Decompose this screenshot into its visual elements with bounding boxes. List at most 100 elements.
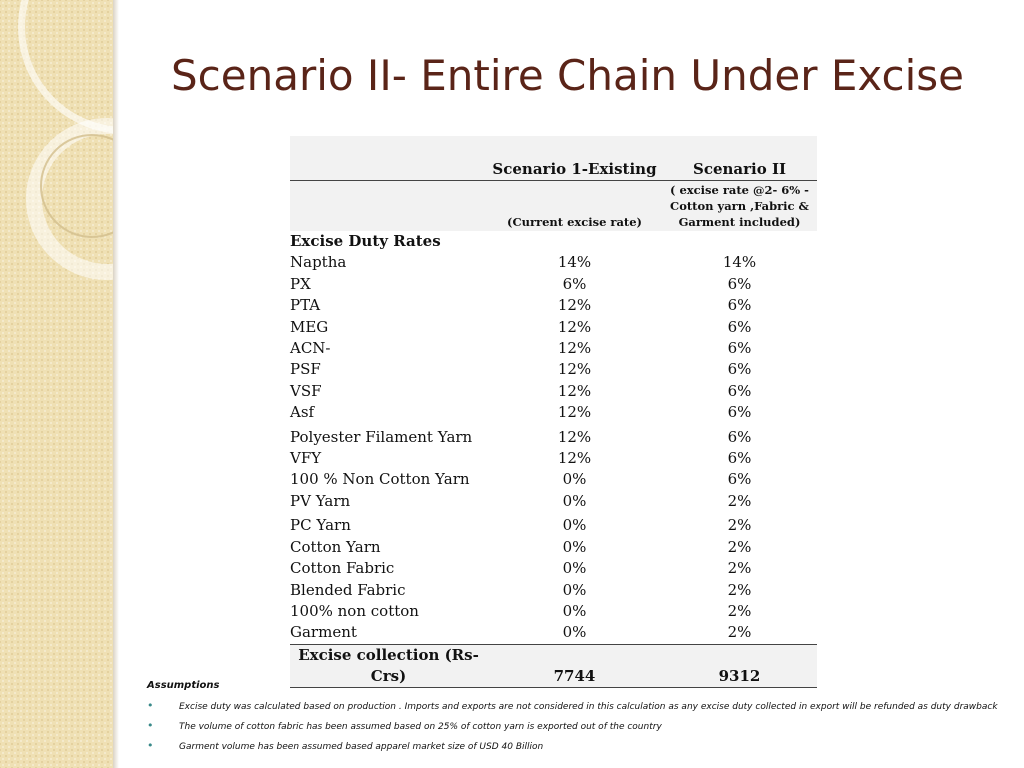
- row-scenario2-rate: 6%: [727, 317, 752, 336]
- table-subheader-row: (Current excise rate) ( excise rate @2- …: [290, 180, 817, 231]
- table-row: 100% non cotton 0% 2%: [290, 601, 817, 622]
- subheader-scenario-2: ( excise rate @2- 6% -Cotton yarn ,Fabri…: [662, 180, 817, 231]
- row-scenario2-rate: 2%: [727, 559, 752, 578]
- total-scenario-2: 9312: [662, 643, 817, 688]
- total-row: Excise collection (Rs-Crs) 7744 9312: [290, 643, 817, 688]
- assumption-item: • Excise duty was calculated based on pr…: [147, 699, 1017, 713]
- row-scenario2-rate: 6%: [727, 449, 752, 468]
- assumptions-heading: Assumptions: [147, 680, 220, 691]
- assumption-item: • The volume of cotton fabric has been a…: [147, 719, 1017, 733]
- row-item-label: Polyester Filament Yarn: [290, 427, 473, 446]
- bullet-icon: •: [147, 739, 154, 752]
- table-row: PV Yarn 0% 2%: [290, 491, 817, 512]
- row-scenario2-rate: 6%: [727, 296, 752, 315]
- row-item-label: MEG: [290, 317, 329, 336]
- section-row: Excise Duty Rates: [290, 231, 817, 252]
- total-label: Excise collection (Rs-Crs): [290, 643, 487, 688]
- row-item-label: PX: [290, 274, 311, 293]
- row-existing-rate: 12%: [557, 403, 592, 422]
- row-scenario2-rate: 6%: [727, 403, 752, 422]
- row-existing-rate: 12%: [557, 427, 592, 446]
- row-item-label: ACN-: [290, 339, 331, 358]
- table-body: Naptha 14% 14% PX 6% 6% PTA 12% 6% MEG 12% 6% ACN- 12…: [290, 252, 817, 644]
- row-existing-rate: 0%: [562, 470, 587, 489]
- row-item-label: PSF: [290, 360, 321, 379]
- row-scenario2-rate: 6%: [727, 381, 752, 400]
- row-existing-rate: 0%: [562, 537, 587, 556]
- row-item-label: Asf: [290, 403, 315, 422]
- row-scenario2-rate: 2%: [727, 516, 752, 535]
- header-empty-cell: [290, 136, 487, 181]
- row-existing-rate: 0%: [562, 516, 587, 535]
- table-row: Polyester Filament Yarn 12% 6%: [290, 424, 817, 448]
- row-item-label: Blended Fabric: [290, 580, 406, 599]
- table-row: Asf 12% 6%: [290, 402, 817, 423]
- assumption-text: Garment volume has been assumed based ap…: [179, 742, 544, 752]
- row-item-label: Naptha: [290, 253, 347, 272]
- row-existing-rate: 0%: [562, 601, 587, 620]
- row-item-label: 100 % Non Cotton Yarn: [290, 470, 470, 489]
- row-scenario2-rate: 2%: [727, 537, 752, 556]
- decorative-sidebar: [0, 0, 113, 768]
- row-item-label: Cotton Fabric: [290, 559, 395, 578]
- section-label: Excise Duty Rates: [290, 232, 441, 250]
- excise-table-container: Scenario 1-Existing Scenario II (Current…: [290, 136, 817, 688]
- row-existing-rate: 12%: [557, 381, 592, 400]
- row-existing-rate: 0%: [562, 580, 587, 599]
- row-existing-rate: 0%: [562, 559, 587, 578]
- table-row: MEG 12% 6%: [290, 317, 817, 338]
- row-existing-rate: 12%: [557, 296, 592, 315]
- subheader-empty-cell: [290, 180, 487, 231]
- assumptions-section: Assumptions • Excise duty was calculated…: [147, 679, 1017, 753]
- row-scenario2-rate: 6%: [727, 427, 752, 446]
- assumption-item: • Garment volume has been assumed based …: [147, 739, 1017, 753]
- table-row: Garment 0% 2%: [290, 622, 817, 644]
- row-existing-rate: 12%: [557, 449, 592, 468]
- table-row: PTA 12% 6%: [290, 295, 817, 316]
- table-row: PX 6% 6%: [290, 274, 817, 295]
- row-existing-rate: 6%: [562, 274, 587, 293]
- header-scenario-2: Scenario II: [662, 136, 817, 181]
- table-row: PSF 12% 6%: [290, 359, 817, 380]
- row-existing-rate: 14%: [557, 253, 592, 272]
- table-row: VSF 12% 6%: [290, 381, 817, 402]
- total-scenario-1: 7744: [487, 643, 662, 688]
- row-scenario2-rate: 2%: [727, 491, 752, 510]
- row-scenario2-rate: 6%: [727, 274, 752, 293]
- table-row: Blended Fabric 0% 2%: [290, 580, 817, 601]
- table-row: VFY 12% 6%: [290, 448, 817, 469]
- slide-title: Scenario II- Entire Chain Under Excise: [171, 51, 964, 100]
- table-row: PC Yarn 0% 2%: [290, 512, 817, 536]
- row-item-label: VFY: [290, 449, 322, 468]
- bullet-icon: •: [147, 699, 154, 712]
- row-item-label: Cotton Yarn: [290, 537, 381, 556]
- sidebar-shadow: [113, 0, 119, 768]
- assumption-text: Excise duty was calculated based on prod…: [179, 702, 998, 712]
- row-item-label: PTA: [290, 296, 321, 315]
- table-row: 100 % Non Cotton Yarn 0% 6%: [290, 469, 817, 490]
- row-existing-rate: 12%: [557, 317, 592, 336]
- table-row: Cotton Yarn 0% 2%: [290, 537, 817, 558]
- row-item-label: VSF: [290, 381, 322, 400]
- row-item-label: PC Yarn: [290, 516, 351, 535]
- header-scenario-1: Scenario 1-Existing: [487, 136, 662, 181]
- table-header-row: Scenario 1-Existing Scenario II: [290, 136, 817, 181]
- table-row: Cotton Fabric 0% 2%: [290, 558, 817, 579]
- row-scenario2-rate: 2%: [727, 601, 752, 620]
- decorative-ring: [18, 0, 113, 134]
- excise-table: Scenario 1-Existing Scenario II (Current…: [290, 136, 817, 688]
- row-existing-rate: 12%: [557, 360, 592, 379]
- row-scenario2-rate: 2%: [727, 580, 752, 599]
- row-item-label: 100% non cotton: [290, 601, 419, 620]
- row-scenario2-rate: 6%: [727, 360, 752, 379]
- bullet-icon: •: [147, 719, 154, 732]
- row-item-label: Garment: [290, 623, 357, 642]
- row-item-label: PV Yarn: [290, 491, 351, 510]
- row-existing-rate: 0%: [562, 491, 587, 510]
- row-scenario2-rate: 14%: [722, 253, 757, 272]
- row-existing-rate: 0%: [562, 623, 587, 642]
- assumption-text: The volume of cotton fabric has been ass…: [179, 722, 662, 732]
- row-scenario2-rate: 6%: [727, 339, 752, 358]
- table-row: Naptha 14% 14%: [290, 252, 817, 273]
- table-row: ACN- 12% 6%: [290, 338, 817, 359]
